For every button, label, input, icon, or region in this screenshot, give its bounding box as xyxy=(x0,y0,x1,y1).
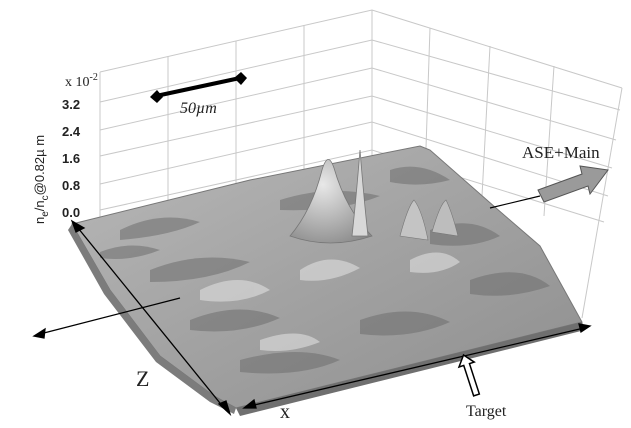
z-tick-label: 0.8 xyxy=(62,178,80,193)
cross-axis-arrow xyxy=(32,297,181,339)
z-tick-labels: 3.2 2.4 1.6 0.8 0.0 xyxy=(62,97,81,220)
z-depth-axis xyxy=(70,219,232,417)
target-label: Target xyxy=(466,403,507,420)
box-grid xyxy=(99,9,623,319)
z-tick-label: 2.4 xyxy=(62,124,81,139)
z-multiplier: x 10-2 xyxy=(65,72,98,90)
surface-texture xyxy=(100,166,550,374)
main-peak xyxy=(289,159,373,244)
scale-bar-label: 50µm xyxy=(180,100,217,117)
side-spike xyxy=(351,149,369,237)
x-axis-label: x xyxy=(280,401,290,423)
z-tick-label: 3.2 xyxy=(62,97,80,112)
scale-bar xyxy=(150,72,247,103)
z-tick-label: 0.0 xyxy=(62,205,80,220)
x-axis xyxy=(242,323,592,409)
depth-axis-label: Z xyxy=(136,366,149,391)
right-ridges xyxy=(399,199,459,241)
z-axis-label: ne/nc@0.82µ m xyxy=(32,135,51,224)
beam-arrow xyxy=(489,165,609,209)
beam-label: ASE+Main xyxy=(522,143,600,162)
z-tick-label: 1.6 xyxy=(62,151,80,166)
target-arrow xyxy=(457,353,481,397)
surface-highlights xyxy=(200,252,460,351)
